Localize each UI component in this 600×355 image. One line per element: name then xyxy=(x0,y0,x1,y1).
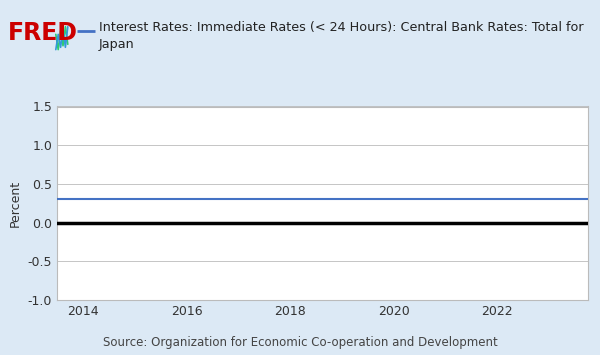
Y-axis label: Percent: Percent xyxy=(9,180,22,227)
Text: Interest Rates: Immediate Rates (< 24 Hours): Central Bank Rates: Total for
Japa: Interest Rates: Immediate Rates (< 24 Ho… xyxy=(99,21,584,51)
Text: Source: Organization for Economic Co-operation and Development: Source: Organization for Economic Co-ope… xyxy=(103,335,497,349)
Text: FRED: FRED xyxy=(8,21,78,45)
